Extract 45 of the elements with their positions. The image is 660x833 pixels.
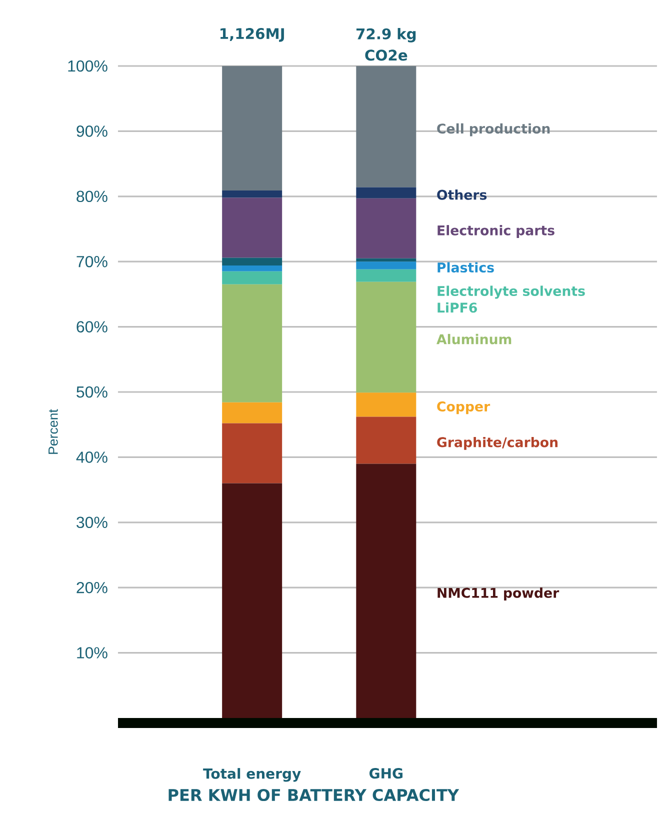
y-tick-label: 100% <box>68 60 108 72</box>
annotation: 72.9 kg CO2e <box>356 28 416 61</box>
series-label: Electrolyte solvents LiPF6 <box>438 286 585 313</box>
bar <box>356 187 416 198</box>
bar <box>222 284 282 402</box>
bar <box>222 483 282 718</box>
series-label: Copper <box>437 401 490 414</box>
y-tick-label: 70% <box>76 256 108 268</box>
bar <box>356 282 416 393</box>
y-tick-label: 40% <box>76 452 108 463</box>
series-label: Electronic parts <box>438 225 554 238</box>
y-tick-label: 30% <box>76 516 108 528</box>
bar <box>356 66 416 188</box>
bar <box>356 464 416 718</box>
y-axis-title: Percent <box>48 409 58 454</box>
y-tick-label: 60% <box>76 321 108 332</box>
bar <box>356 416 416 464</box>
annotation: 1,126MJ <box>220 28 284 42</box>
bar <box>222 402 282 424</box>
bar <box>222 271 282 284</box>
x-axis-title: PER KWH OF BATTERY CAPACITY <box>168 788 460 802</box>
x-tick-label: Total energy <box>203 768 301 782</box>
y-tick-label: 90% <box>76 126 108 137</box>
bar <box>356 392 416 417</box>
y-tick-label: 50% <box>76 386 108 398</box>
series-label: Plastics <box>438 262 494 273</box>
bar <box>356 262 416 270</box>
x-tick-label: GHG <box>369 768 402 779</box>
series-label: NMC111 powder <box>438 588 560 600</box>
bar <box>222 258 282 266</box>
bar <box>222 266 282 272</box>
bar <box>222 423 282 484</box>
series-label: Graphite/carbon <box>437 436 558 450</box>
bar <box>222 198 282 258</box>
bar <box>356 269 416 282</box>
y-tick-label: 20% <box>76 582 108 594</box>
y-tick-label: 80% <box>76 190 108 202</box>
series-label: Aluminum <box>436 334 512 344</box>
y-tick-label: 10% <box>77 647 108 658</box>
bar <box>222 190 282 198</box>
bar <box>222 66 282 191</box>
series-label: Others <box>437 190 487 200</box>
bar <box>356 198 416 258</box>
bar <box>356 258 416 262</box>
series-label: Cell production <box>437 123 550 136</box>
